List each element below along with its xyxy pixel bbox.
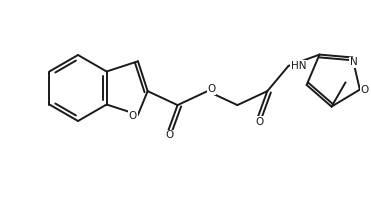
Text: HN: HN [290, 61, 306, 71]
Text: O: O [166, 130, 174, 140]
Text: O: O [207, 84, 216, 94]
Text: O: O [361, 85, 369, 95]
Text: O: O [256, 116, 264, 127]
Text: O: O [129, 111, 137, 121]
Text: N: N [349, 57, 357, 67]
